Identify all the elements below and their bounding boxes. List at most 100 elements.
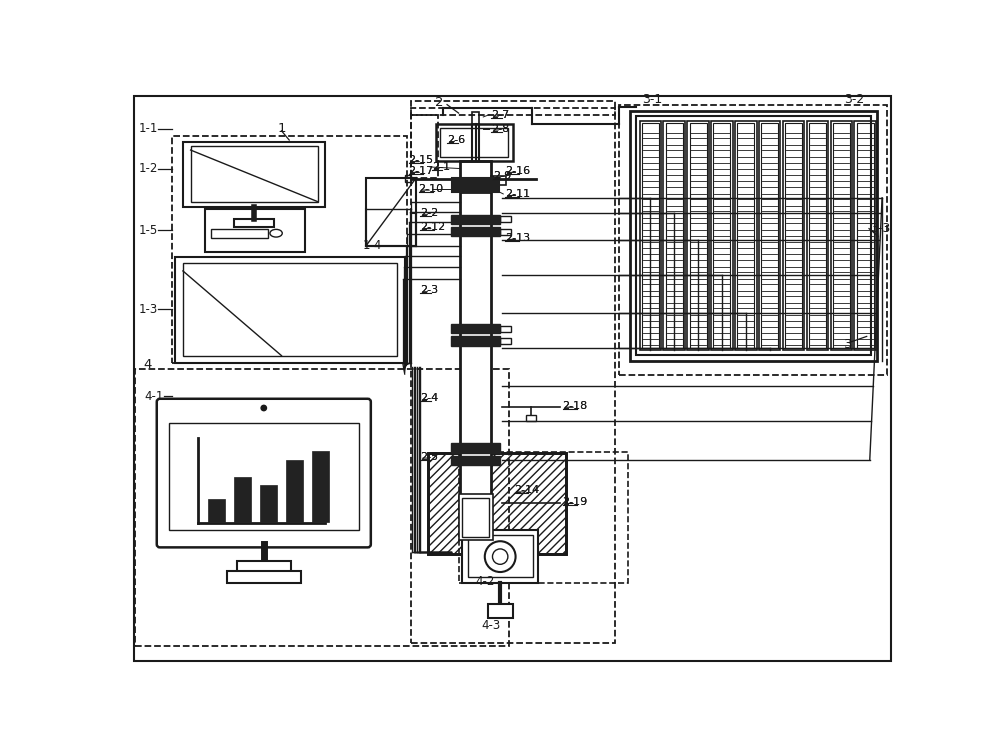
Bar bbox=[451, 324, 500, 333]
Text: 2-15: 2-15 bbox=[409, 155, 434, 165]
Bar bbox=[234, 219, 274, 227]
Bar bbox=[451, 227, 500, 236]
Text: 1-3: 1-3 bbox=[139, 303, 158, 316]
Bar bbox=[183, 263, 397, 356]
Text: 2-13: 2-13 bbox=[505, 232, 530, 243]
Text: 2-2: 2-2 bbox=[420, 209, 438, 218]
Text: 2-5: 2-5 bbox=[420, 452, 438, 461]
Bar bbox=[211, 229, 268, 238]
Bar bbox=[452, 178, 499, 192]
Text: 1-2: 1-2 bbox=[139, 162, 158, 175]
Bar bbox=[759, 121, 780, 350]
Text: 2-6: 2-6 bbox=[447, 135, 465, 145]
Text: 2-16: 2-16 bbox=[505, 166, 530, 176]
Text: 2-9: 2-9 bbox=[493, 171, 512, 182]
Circle shape bbox=[261, 405, 266, 411]
Text: 2-6: 2-6 bbox=[447, 135, 465, 145]
Bar bbox=[172, 136, 407, 363]
Text: 4-1: 4-1 bbox=[144, 390, 164, 403]
Bar bbox=[640, 121, 661, 350]
Bar bbox=[428, 454, 566, 554]
Text: 2-12: 2-12 bbox=[420, 222, 445, 232]
Text: 2-9: 2-9 bbox=[493, 171, 512, 182]
Text: 2-10: 2-10 bbox=[419, 184, 444, 194]
Text: 2-10: 2-10 bbox=[419, 184, 444, 194]
Bar bbox=[666, 123, 683, 348]
Bar bbox=[286, 460, 303, 522]
Bar bbox=[687, 121, 709, 350]
Bar bbox=[711, 121, 733, 350]
Bar bbox=[807, 121, 828, 350]
Bar bbox=[761, 123, 778, 348]
Text: 2-14: 2-14 bbox=[514, 485, 539, 496]
Text: 2-8: 2-8 bbox=[491, 124, 509, 134]
Bar bbox=[619, 106, 887, 375]
Bar bbox=[451, 443, 500, 453]
Bar bbox=[208, 499, 225, 522]
Bar bbox=[737, 123, 754, 348]
Text: 3-3: 3-3 bbox=[871, 222, 891, 235]
Bar bbox=[451, 214, 500, 224]
Bar bbox=[169, 423, 358, 530]
Text: 2-4: 2-4 bbox=[420, 393, 438, 403]
Bar bbox=[713, 123, 730, 348]
Text: 2-2: 2-2 bbox=[420, 209, 438, 218]
Bar bbox=[451, 337, 500, 346]
Text: 4-2: 4-2 bbox=[476, 574, 495, 588]
Text: 2-16: 2-16 bbox=[505, 166, 530, 176]
Bar bbox=[857, 123, 874, 348]
Bar bbox=[234, 477, 251, 522]
Bar bbox=[783, 121, 804, 350]
Bar bbox=[183, 142, 325, 207]
FancyBboxPatch shape bbox=[157, 399, 371, 548]
Bar bbox=[690, 123, 707, 348]
Bar bbox=[135, 369, 509, 646]
Bar bbox=[833, 123, 850, 348]
Bar bbox=[663, 121, 685, 350]
Text: 2-4: 2-4 bbox=[420, 393, 438, 403]
Text: 4: 4 bbox=[143, 358, 151, 371]
Text: 2-13: 2-13 bbox=[505, 232, 530, 243]
Bar bbox=[411, 108, 615, 643]
Text: 2: 2 bbox=[436, 96, 444, 109]
Bar bbox=[462, 530, 538, 583]
Text: 2-8: 2-8 bbox=[491, 124, 509, 134]
Text: 2-11: 2-11 bbox=[505, 189, 530, 199]
Bar bbox=[526, 415, 536, 421]
Bar bbox=[735, 121, 757, 350]
Bar bbox=[459, 452, 628, 583]
Text: 2-3: 2-3 bbox=[420, 285, 438, 296]
Text: 2-19: 2-19 bbox=[563, 497, 588, 507]
Bar bbox=[500, 338, 511, 344]
Bar bbox=[460, 192, 491, 532]
Text: 2-19: 2-19 bbox=[563, 497, 588, 507]
Text: 1: 1 bbox=[278, 122, 286, 135]
Bar bbox=[809, 123, 826, 348]
Bar bbox=[440, 128, 508, 157]
Text: 2-14: 2-14 bbox=[514, 485, 539, 496]
Text: 2-15: 2-15 bbox=[409, 155, 434, 165]
Bar bbox=[630, 111, 877, 361]
Text: 2-5: 2-5 bbox=[420, 452, 438, 461]
Text: 1-5: 1-5 bbox=[139, 224, 158, 237]
Text: 4-3: 4-3 bbox=[482, 619, 501, 632]
Bar bbox=[831, 121, 852, 350]
Bar bbox=[405, 175, 411, 182]
Bar bbox=[436, 124, 512, 160]
Bar bbox=[237, 561, 291, 572]
Bar bbox=[854, 121, 876, 350]
Text: 2-17: 2-17 bbox=[409, 166, 434, 176]
Bar bbox=[451, 456, 500, 465]
Bar bbox=[500, 326, 511, 332]
Text: 2-7: 2-7 bbox=[491, 110, 509, 120]
Bar bbox=[500, 229, 511, 235]
Text: 2-3: 2-3 bbox=[420, 285, 438, 296]
Bar bbox=[460, 160, 491, 178]
Bar bbox=[785, 123, 802, 348]
Bar bbox=[642, 123, 659, 348]
Bar bbox=[500, 216, 511, 223]
Bar bbox=[411, 115, 438, 178]
Text: 2-18: 2-18 bbox=[563, 400, 588, 411]
Bar bbox=[636, 116, 871, 355]
Text: 2-1: 2-1 bbox=[432, 162, 450, 172]
